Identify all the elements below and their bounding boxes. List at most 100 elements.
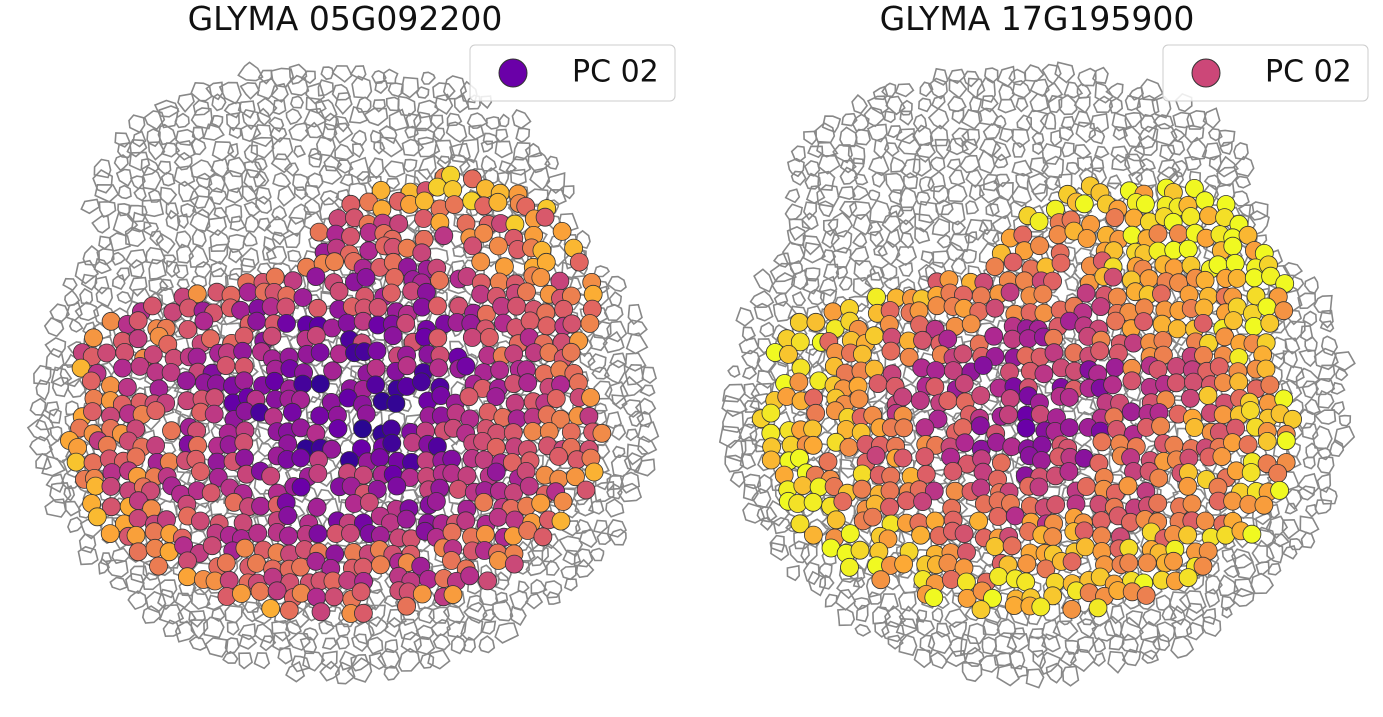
cell-outline	[1202, 616, 1222, 638]
cell-marker	[1257, 297, 1277, 317]
cell-outline	[442, 602, 466, 625]
cell-outline	[397, 647, 421, 672]
cell-outline	[165, 209, 181, 232]
cell-outline	[190, 159, 217, 181]
cell-outline	[175, 128, 197, 146]
cell-outline	[624, 352, 647, 372]
cell-outline	[304, 184, 321, 201]
cell-marker	[325, 252, 344, 272]
cell-marker	[143, 296, 162, 316]
cell-outline	[790, 269, 809, 291]
cell-marker	[1106, 311, 1126, 331]
cell-outline	[304, 121, 324, 139]
cell-marker	[507, 296, 526, 316]
cell-marker	[397, 356, 417, 376]
cell-outline	[165, 260, 181, 278]
cell-outline	[740, 436, 758, 456]
cell-outline	[624, 363, 645, 386]
cell-outline	[318, 619, 335, 635]
cell-marker	[840, 524, 860, 543]
cell-outline	[1221, 548, 1237, 563]
cell-marker	[1059, 418, 1079, 438]
cell-marker	[1180, 388, 1200, 408]
cell-outline	[918, 176, 935, 193]
cell-outline	[989, 194, 1013, 220]
cell-outline	[1076, 636, 1095, 654]
cell-outline	[1011, 627, 1026, 641]
cell-marker	[913, 492, 933, 512]
cell-marker	[441, 551, 461, 570]
cell-outline	[397, 95, 417, 117]
cell-outline	[218, 81, 242, 105]
cell-outline	[35, 379, 51, 402]
cell-marker	[471, 252, 491, 272]
cell-outline	[913, 648, 932, 669]
cell-outline	[268, 116, 285, 133]
cell-outline	[608, 291, 623, 307]
cell-outline	[302, 650, 326, 672]
cell-marker	[1178, 568, 1198, 587]
cell-outline	[769, 262, 797, 283]
cell-outline	[265, 245, 288, 265]
cell-outline	[132, 130, 147, 148]
cell-outline	[606, 518, 627, 538]
legend-label: PC 02	[572, 55, 659, 90]
cell-marker	[880, 497, 900, 517]
cell-outline	[498, 113, 510, 128]
cell-outline	[945, 137, 969, 156]
cell-marker	[523, 422, 543, 441]
cell-outline	[869, 230, 885, 248]
cell-outline	[1091, 619, 1117, 642]
cell-marker	[1270, 480, 1289, 500]
cell-outline	[128, 114, 146, 134]
cell-marker	[1212, 447, 1232, 467]
cell-outline	[722, 409, 745, 434]
cell-outline	[1169, 605, 1186, 626]
cell-outline	[786, 157, 805, 178]
cell-outline	[129, 565, 148, 584]
cell-outline	[853, 597, 871, 611]
cell-marker	[396, 313, 416, 333]
cell-outline	[1065, 161, 1081, 175]
cell-outline	[1313, 347, 1339, 371]
cell-outline	[208, 243, 229, 265]
cell-outline	[818, 574, 835, 590]
cell-outline	[220, 169, 244, 194]
cell-marker	[397, 596, 417, 616]
legend-marker	[1191, 58, 1221, 88]
cell-outline	[1126, 145, 1145, 162]
cell-outline	[898, 634, 918, 657]
cell-outline	[163, 254, 177, 268]
cell-marker	[852, 344, 872, 364]
cell-outline	[271, 231, 286, 246]
cell-marker	[779, 344, 798, 364]
cell-outline	[109, 576, 128, 591]
cell-outline	[446, 112, 463, 127]
cell-outline	[1140, 78, 1164, 101]
cell-marker	[866, 446, 886, 465]
cell-outline	[141, 166, 162, 191]
cell-outline	[445, 121, 468, 143]
cell-outline	[545, 172, 566, 195]
cell-outline	[111, 274, 126, 290]
cell-outline	[177, 92, 195, 113]
cell-marker	[1034, 364, 1054, 384]
cell-outline	[287, 249, 302, 263]
cell-outline	[1234, 175, 1252, 189]
cell-marker	[971, 386, 991, 405]
cell-outline	[1204, 588, 1221, 608]
cell-marker	[1195, 270, 1215, 290]
cell-marker	[761, 403, 781, 423]
cell-outline	[126, 138, 148, 158]
cell-outline	[848, 200, 872, 221]
cell-outline	[387, 82, 404, 98]
cell-marker	[216, 356, 236, 376]
cell-outline	[98, 200, 117, 219]
cell-outline	[525, 555, 548, 577]
cell-marker	[954, 374, 974, 394]
cell-outline	[619, 471, 641, 494]
cell-marker	[897, 491, 917, 511]
cell-marker	[1244, 268, 1264, 288]
cell-marker	[488, 192, 508, 212]
